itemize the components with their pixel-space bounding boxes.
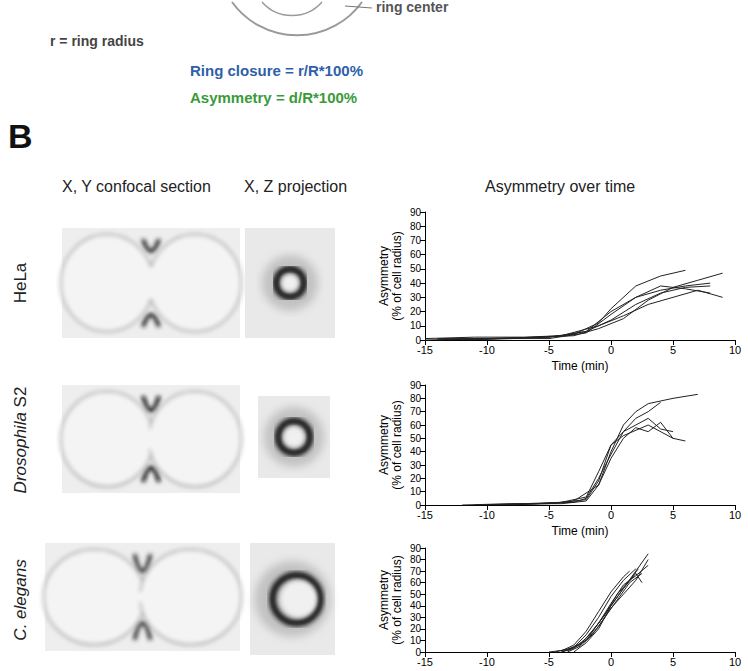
svg-text:-10: -10 bbox=[479, 344, 495, 356]
svg-text:50: 50 bbox=[410, 589, 422, 600]
svg-text:10: 10 bbox=[410, 486, 422, 497]
svg-text:0: 0 bbox=[415, 646, 421, 658]
svg-text:-5: -5 bbox=[544, 656, 554, 668]
svg-text:20: 20 bbox=[410, 306, 422, 317]
svg-text:50: 50 bbox=[410, 263, 422, 274]
svg-text:10: 10 bbox=[729, 656, 741, 668]
svg-text:10: 10 bbox=[729, 344, 741, 356]
svg-text:C. elegans: C. elegans bbox=[11, 559, 30, 641]
svg-text:5: 5 bbox=[670, 509, 676, 521]
svg-text:10: 10 bbox=[410, 635, 422, 646]
svg-text:0: 0 bbox=[415, 334, 421, 346]
svg-text:B: B bbox=[8, 117, 33, 155]
svg-text:90: 90 bbox=[410, 543, 422, 554]
svg-text:40: 40 bbox=[410, 446, 422, 457]
svg-text:60: 60 bbox=[410, 577, 422, 588]
svg-text:HeLa: HeLa bbox=[11, 262, 30, 303]
svg-text:80: 80 bbox=[410, 393, 422, 404]
svg-text:0: 0 bbox=[608, 509, 614, 521]
svg-text:30: 30 bbox=[410, 460, 422, 471]
svg-text:40: 40 bbox=[410, 600, 422, 611]
svg-text:5: 5 bbox=[670, 656, 676, 668]
svg-text:Asymmetry over time: Asymmetry over time bbox=[485, 178, 635, 195]
svg-text:(% of cell radius): (% of cell radius) bbox=[390, 400, 404, 489]
svg-text:X, Y confocal section: X, Y confocal section bbox=[62, 178, 211, 195]
svg-text:Time (min): Time (min) bbox=[552, 524, 609, 538]
svg-text:-5: -5 bbox=[544, 509, 554, 521]
svg-text:70: 70 bbox=[410, 235, 422, 246]
svg-text:90: 90 bbox=[410, 207, 422, 218]
svg-text:20: 20 bbox=[410, 473, 422, 484]
svg-text:30: 30 bbox=[410, 292, 422, 303]
svg-text:(% of cell radius): (% of cell radius) bbox=[390, 231, 404, 320]
svg-text:80: 80 bbox=[410, 221, 422, 232]
svg-text:5: 5 bbox=[670, 344, 676, 356]
svg-text:80: 80 bbox=[410, 554, 422, 565]
svg-text:Drosophila S2: Drosophila S2 bbox=[11, 387, 30, 494]
svg-text:40: 40 bbox=[410, 278, 422, 289]
svg-text:0: 0 bbox=[608, 656, 614, 668]
svg-text:60: 60 bbox=[410, 420, 422, 431]
svg-text:Asymmetry: Asymmetry bbox=[377, 570, 391, 630]
svg-text:r = ring radius: r = ring radius bbox=[50, 33, 144, 49]
svg-text:Ring closure = r/R*100%: Ring closure = r/R*100% bbox=[190, 62, 363, 79]
svg-text:-15: -15 bbox=[417, 344, 433, 356]
svg-text:Asymmetry = d/R*100%: Asymmetry = d/R*100% bbox=[190, 89, 357, 106]
svg-text:30: 30 bbox=[410, 612, 422, 623]
svg-text:-5: -5 bbox=[544, 344, 554, 356]
svg-text:90: 90 bbox=[410, 380, 422, 391]
svg-text:10: 10 bbox=[410, 320, 422, 331]
svg-text:Asymmetry: Asymmetry bbox=[377, 415, 391, 475]
svg-text:X, Z projection: X, Z projection bbox=[244, 178, 347, 195]
svg-text:(% of cell radius): (% of cell radius) bbox=[390, 555, 404, 644]
svg-text:70: 70 bbox=[410, 406, 422, 417]
svg-text:-15: -15 bbox=[417, 509, 433, 521]
svg-text:50: 50 bbox=[410, 433, 422, 444]
svg-text:-10: -10 bbox=[479, 656, 495, 668]
svg-text:70: 70 bbox=[410, 566, 422, 577]
svg-text:0: 0 bbox=[608, 344, 614, 356]
svg-text:60: 60 bbox=[410, 249, 422, 260]
svg-text:ring center: ring center bbox=[376, 0, 449, 15]
svg-text:Asymmetry: Asymmetry bbox=[377, 246, 391, 306]
svg-text:0: 0 bbox=[415, 499, 421, 511]
svg-text:20: 20 bbox=[410, 623, 422, 634]
svg-text:Time (min): Time (min) bbox=[552, 359, 609, 373]
svg-text:-15: -15 bbox=[417, 656, 433, 668]
svg-text:10: 10 bbox=[729, 509, 741, 521]
svg-text:-10: -10 bbox=[479, 509, 495, 521]
